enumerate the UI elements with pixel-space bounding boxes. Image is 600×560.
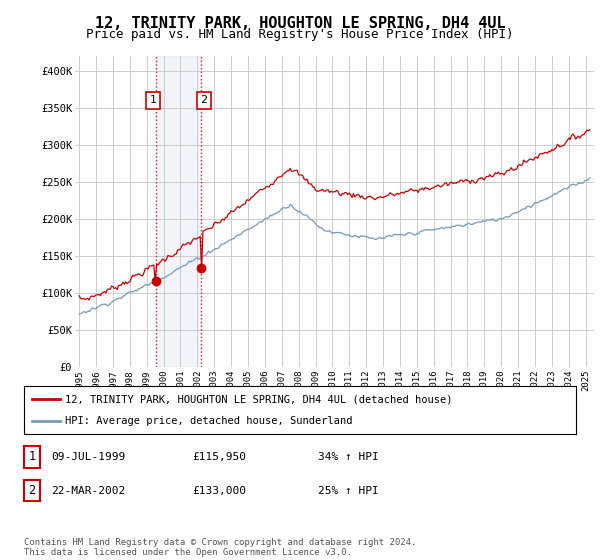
Text: £133,000: £133,000: [192, 486, 246, 496]
Text: Contains HM Land Registry data © Crown copyright and database right 2024.
This d: Contains HM Land Registry data © Crown c…: [24, 538, 416, 557]
Text: 1: 1: [28, 450, 35, 464]
Text: 12, TRINITY PARK, HOUGHTON LE SPRING, DH4 4UL (detached house): 12, TRINITY PARK, HOUGHTON LE SPRING, DH…: [65, 394, 453, 404]
Text: 34% ↑ HPI: 34% ↑ HPI: [318, 452, 379, 462]
Text: £115,950: £115,950: [192, 452, 246, 462]
Text: 09-JUL-1999: 09-JUL-1999: [51, 452, 125, 462]
Text: 2: 2: [200, 95, 207, 105]
Text: HPI: Average price, detached house, Sunderland: HPI: Average price, detached house, Sund…: [65, 416, 353, 426]
Text: Price paid vs. HM Land Registry's House Price Index (HPI): Price paid vs. HM Land Registry's House …: [86, 28, 514, 41]
Bar: [155, 56, 201, 367]
Text: 1: 1: [149, 95, 157, 105]
Text: 25% ↑ HPI: 25% ↑ HPI: [318, 486, 379, 496]
Text: 22-MAR-2002: 22-MAR-2002: [51, 486, 125, 496]
Text: 12, TRINITY PARK, HOUGHTON LE SPRING, DH4 4UL: 12, TRINITY PARK, HOUGHTON LE SPRING, DH…: [95, 16, 505, 31]
Text: 2: 2: [28, 484, 35, 497]
